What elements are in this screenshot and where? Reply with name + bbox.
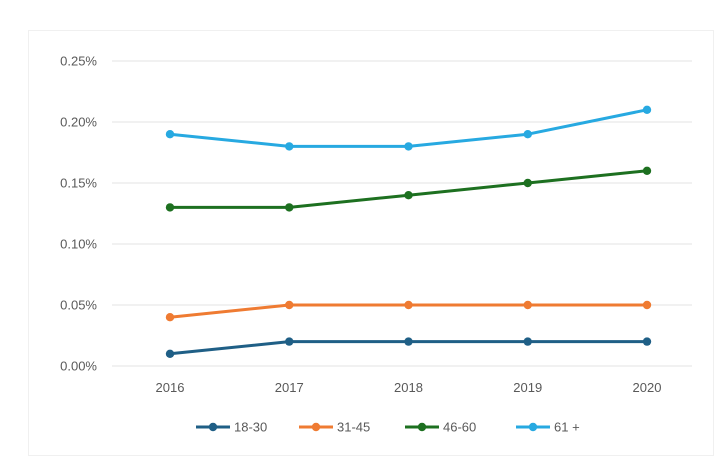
data-point — [404, 300, 413, 310]
legend-swatch-marker — [528, 422, 538, 432]
legend-item: 31-45 — [299, 420, 370, 435]
y-tick-label: 0.00% — [60, 359, 97, 374]
x-axis-ticks: 2016 2017 2018 2019 2020 — [156, 380, 662, 395]
y-tick-label: 0.15% — [60, 176, 97, 191]
legend-swatch-marker — [311, 422, 321, 432]
data-point — [285, 203, 294, 212]
data-point — [165, 203, 175, 212]
data-point — [523, 130, 532, 139]
data-point — [165, 130, 175, 139]
y-tick-label: 0.25% — [60, 54, 97, 69]
data-point — [285, 337, 294, 346]
series-lines — [165, 105, 652, 358]
y-tick-label: 0.05% — [60, 298, 97, 313]
data-point — [523, 300, 532, 310]
data-point — [285, 300, 294, 310]
data-point — [642, 300, 652, 310]
chart-card — [28, 30, 714, 456]
legend-label: 18-30 — [234, 420, 267, 435]
x-tick-label: 2019 — [513, 380, 542, 395]
data-point — [404, 191, 413, 200]
y-axis-ticks: 0.00% 0.05% 0.10% 0.15% 0.20% 0.25% — [60, 54, 97, 374]
data-point — [285, 142, 294, 151]
legend-swatch-marker — [417, 422, 427, 432]
legend-label: 46-60 — [443, 420, 476, 435]
series-3 — [165, 166, 652, 212]
legend-item: 18-30 — [196, 420, 267, 435]
y-tick-label: 0.20% — [60, 115, 97, 130]
legend-item: 46-60 — [405, 420, 476, 435]
y-tick-label: 0.10% — [60, 237, 97, 252]
legend-swatch-marker — [208, 422, 218, 432]
legend-label: 31-45 — [337, 420, 370, 435]
legend-label: 61 + — [554, 420, 580, 435]
legend: 18-30 31-45 46-60 61 + — [196, 420, 580, 435]
x-tick-label: 2016 — [156, 380, 185, 395]
x-tick-label: 2017 — [275, 380, 304, 395]
series-1 — [165, 337, 652, 358]
data-point — [404, 337, 413, 346]
data-point — [642, 166, 652, 175]
data-point — [404, 142, 413, 151]
legend-item: 61 + — [516, 420, 580, 435]
data-point — [523, 337, 532, 346]
data-point — [642, 105, 652, 115]
series-4 — [165, 105, 652, 151]
data-point — [165, 313, 175, 322]
data-point — [642, 337, 652, 346]
x-tick-label: 2018 — [394, 380, 423, 395]
series-2 — [165, 300, 652, 322]
series-line — [168, 108, 649, 148]
gridlines — [112, 60, 692, 367]
x-tick-label: 2020 — [633, 380, 662, 395]
data-point — [523, 178, 532, 188]
data-point — [165, 349, 175, 358]
series-line — [168, 169, 649, 209]
